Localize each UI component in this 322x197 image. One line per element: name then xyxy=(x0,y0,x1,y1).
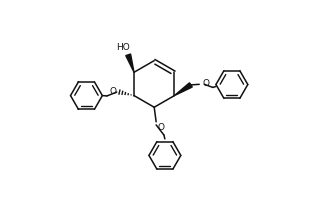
Text: O: O xyxy=(157,123,164,132)
Polygon shape xyxy=(126,54,134,72)
Text: O: O xyxy=(202,79,209,88)
Text: HO: HO xyxy=(117,44,130,52)
Text: O: O xyxy=(110,87,117,96)
Polygon shape xyxy=(175,83,192,96)
